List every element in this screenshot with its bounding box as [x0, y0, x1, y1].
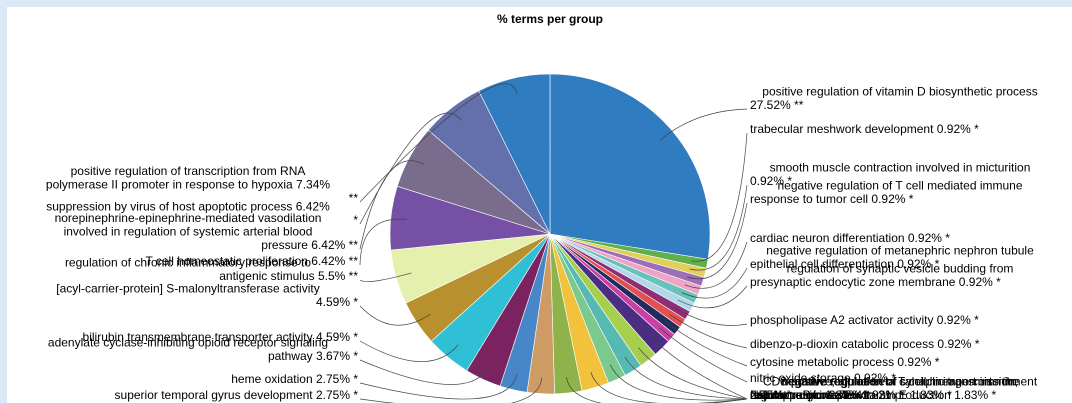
slice-label: norepinephrine-epinephrine-mediated vaso…	[55, 211, 322, 225]
chart-title: % terms per group	[497, 12, 603, 26]
leader-line	[684, 241, 748, 289]
leader-line	[590, 372, 748, 403]
slice-label: [acyl-carrier-protein] S-malonyltransfer…	[56, 282, 319, 296]
slice-label: nitric oxide storage 0.92% *	[750, 371, 896, 385]
slice-label: superior temporal gyrus development 2.75…	[115, 388, 359, 402]
leader-line	[681, 267, 748, 299]
slice-label: adenylate cyclase-inhibiting opioid rece…	[48, 336, 328, 350]
slice-label: *	[353, 213, 358, 227]
pie-chart: % terms per group positive regulation of…	[46, 12, 1038, 403]
leader-line	[359, 377, 543, 403]
leader-lines	[359, 83, 748, 403]
slice-label: regulation of chronic inflammatory respo…	[65, 256, 311, 270]
slice-label: 2.75% *	[750, 388, 792, 402]
slice-label: mitochondrion 2.75% *	[750, 388, 871, 402]
slice-label: NF-kappaB complex 1.83% *	[750, 388, 904, 402]
slice-label: **	[349, 191, 359, 205]
leader-line	[673, 306, 748, 326]
leader-line	[691, 132, 748, 262]
leader-line	[669, 314, 748, 349]
leader-line	[359, 359, 491, 385]
slice-label: involved in regulation of systemic arter…	[64, 225, 313, 239]
slice-label: 4.59% *	[316, 295, 358, 309]
slice-label: bilirubin transmembrane transporter acti…	[83, 330, 359, 344]
leader-line	[624, 356, 748, 400]
slice-label: dibenzo-p-dioxin catabolic process 0.92%…	[750, 337, 980, 351]
leader-line	[650, 336, 748, 400]
slice-label: negative regulation of synaptic transmis…	[782, 375, 1018, 389]
leader-line	[359, 218, 407, 266]
slice-label: 27.52% **	[750, 98, 804, 112]
leader-line	[566, 376, 748, 403]
slice-label: 0.92% *	[750, 174, 792, 188]
slices-layer	[389, 73, 711, 395]
leader-line	[659, 327, 748, 383]
leader-line	[659, 108, 748, 141]
slice-label: response to tumor cell 0.92% *	[750, 192, 914, 206]
slice-labels: positive regulation of vitamin D biosynt…	[46, 85, 1038, 403]
slice-label: positive regulation of transcription fro…	[71, 164, 306, 178]
chart-panel: % terms per group positive regulation of…	[7, 7, 1072, 403]
slice-label: heme oxidation 2.75% *	[231, 372, 358, 386]
slice-label: polymerase II promoter in response to hy…	[46, 178, 330, 192]
slice-label: regulation of interleukin-21 production …	[750, 388, 996, 402]
slice-label: CD8-positive, alpha-beta T cell lineage …	[763, 375, 1038, 389]
pie-slice	[549, 73, 711, 260]
leader-line	[609, 364, 748, 401]
slice-label: trabecular meshwork development 0.92% *	[750, 122, 979, 136]
slice-label: negative regulation of calcium import in…	[781, 375, 1019, 389]
leader-line	[359, 305, 431, 326]
slice-label: positive regulation of vitamin D biosynt…	[762, 85, 1037, 99]
slice-label: cytosine metabolic process 0.92% *	[750, 355, 940, 369]
slice-label: cellular response to vitamin E 1.83% *	[750, 388, 952, 402]
slice-label: pathway 3.67% *	[268, 349, 358, 363]
slice-label: suppression by virus of host apoptotic p…	[46, 200, 330, 214]
leader-line	[638, 347, 748, 400]
slice-label: dopaminergic 1.83% *	[750, 388, 868, 402]
slice-label: presynaptic endocytic zone membrane 0.92…	[750, 275, 1001, 289]
leader-line	[687, 202, 748, 280]
slice-label: antigenic stimulus 5.5% **	[219, 269, 358, 283]
leader-line	[359, 83, 518, 203]
slice-label: cardiac neuron differentiation 0.92% *	[750, 231, 950, 245]
slice-label: regulation of synaptic vesicle budding f…	[787, 262, 1014, 276]
slice-label: negative regulation of metanephric nephr…	[766, 244, 1034, 258]
slice-label: negative regulation of T cell mediated i…	[777, 179, 1022, 193]
leader-line	[689, 184, 748, 271]
slice-label: T cell homeostatic proliferation 6.42% *…	[145, 254, 358, 268]
leader-line	[664, 320, 748, 367]
slice-label: pressure 6.42% **	[261, 238, 358, 252]
slice-label: smooth muscle contraction involved in mi…	[770, 161, 1031, 175]
leader-line	[359, 272, 412, 282]
slice-label: phospholipase A2 activator activity 0.92…	[750, 313, 979, 327]
pie-slice	[478, 73, 551, 235]
leader-line	[677, 285, 748, 309]
leader-line	[359, 112, 462, 225]
leader-line	[359, 374, 518, 400]
slice-label: epithelial cell differentiation 0.92% *	[750, 257, 940, 271]
leader-line	[359, 340, 459, 362]
